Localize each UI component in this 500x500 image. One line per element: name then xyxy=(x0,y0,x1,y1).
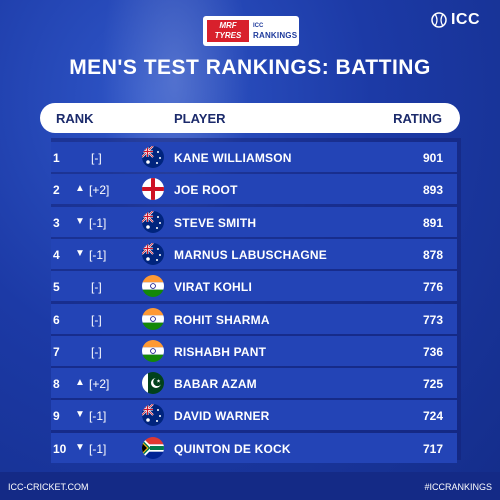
player-rating: 773 xyxy=(422,312,443,327)
player-name: ROHIT SHARMA xyxy=(174,312,270,327)
india-flag-icon xyxy=(142,275,164,298)
rank-change: [-1] xyxy=(89,409,107,424)
player-rating: 901 xyxy=(422,151,443,165)
arrow-down-icon: ▼ xyxy=(75,215,85,227)
player-name: DAVID WARNER xyxy=(174,409,270,424)
rank-number: 5 xyxy=(53,280,60,295)
table-row: 3 ▼ [-1] STEVE SMITH 891 xyxy=(51,206,457,237)
india-flag-icon xyxy=(142,307,164,330)
player-name: JOE ROOT xyxy=(174,183,238,198)
rank-change: [-] xyxy=(91,280,102,295)
rank-change: [-1] xyxy=(89,441,107,456)
footer-hashtag: #ICCRANKINGS xyxy=(424,482,492,492)
australia-flag-icon xyxy=(142,210,164,233)
rank-number: 10 xyxy=(53,441,67,456)
page-title: MEN'S TEST RANKINGS: BATTING xyxy=(69,56,431,79)
mrf-brand-text: MRF TYRES xyxy=(214,21,242,40)
rank-change: [+2] xyxy=(89,377,110,392)
table-row: 4 ▼ [-1] MARNUS LABUSCHAGNE 878 xyxy=(51,238,457,269)
rankings-logo-line2: RANKINGS xyxy=(253,31,298,40)
rank-change: [-1] xyxy=(89,215,107,230)
rank-number: 4 xyxy=(53,247,60,262)
rankings-table: 1 [-] KANE WILLIAMSON 901 2 ▲ [+2] JOE ROOT 893 3… xyxy=(51,138,461,463)
rank-number: 8 xyxy=(53,377,60,392)
player-name: VIRAT KOHLI xyxy=(174,280,252,295)
cricket-ball-icon xyxy=(431,12,447,28)
rank-number: 7 xyxy=(53,344,60,359)
player-name: MARNUS LABUSCHAGNE xyxy=(174,247,327,262)
icc-rankings-logo: ICC RANKINGS xyxy=(253,22,297,40)
rank-number: 1 xyxy=(53,151,60,165)
australia-flag-icon xyxy=(142,146,164,168)
mrf-tyres-logo: MRF TYRES xyxy=(207,20,249,42)
arrow-down-icon: ▼ xyxy=(75,409,85,421)
player-rating: 891 xyxy=(422,215,443,230)
player-rating: 776 xyxy=(422,280,443,295)
india-flag-icon xyxy=(142,339,164,362)
pakistan-flag-icon xyxy=(142,372,164,395)
icc-logo: ICC xyxy=(431,11,480,29)
footer-website: ICC-CRICKET.COM xyxy=(8,482,89,492)
rank-change: [-] xyxy=(91,312,102,327)
player-rating: 724 xyxy=(422,409,443,424)
rank-number: 6 xyxy=(53,312,60,327)
table-row: 6 [-] ROHIT SHARMA 773 xyxy=(51,303,457,334)
rank-change: [-] xyxy=(91,151,102,165)
australia-flag-icon xyxy=(142,404,164,427)
column-header-rating: RATING xyxy=(393,111,442,126)
table-row: 2 ▲ [+2] JOE ROOT 893 xyxy=(51,174,457,205)
south-africa-flag-icon xyxy=(142,436,164,459)
column-header-player: PLAYER xyxy=(174,111,226,126)
table-header: RANK PLAYER RATING xyxy=(40,103,460,133)
column-header-rank: RANK xyxy=(56,111,94,126)
arrow-up-icon: ▲ xyxy=(75,377,85,389)
player-name: QUINTON DE KOCK xyxy=(174,441,291,456)
rank-change: [-] xyxy=(91,344,102,359)
table-row: 9 ▼ [-1] DAVID WARNER 724 xyxy=(51,400,457,431)
player-rating: 878 xyxy=(422,247,443,262)
arrow-down-icon: ▼ xyxy=(75,441,85,453)
rank-number: 9 xyxy=(53,409,60,424)
player-name: RISHABH PANT xyxy=(174,344,267,359)
player-rating: 725 xyxy=(422,377,443,392)
player-rating: 893 xyxy=(422,183,443,198)
sponsor-logo: MRF TYRES ICC RANKINGS xyxy=(203,16,299,46)
table-row: 8 ▲ [+2] BABAR AZAM 725 xyxy=(51,368,457,399)
arrow-down-icon: ▼ xyxy=(75,247,85,259)
footer: ICC-CRICKET.COM #ICCRANKINGS xyxy=(0,472,500,500)
rank-change: [-1] xyxy=(89,247,107,262)
rankings-logo-line1: ICC xyxy=(253,23,264,29)
rank-number: 3 xyxy=(53,215,60,230)
player-name: BABAR AZAM xyxy=(174,377,257,392)
player-rating: 736 xyxy=(422,344,443,359)
rank-number: 2 xyxy=(53,183,60,198)
table-row: 7 [-] RISHABH PANT 736 xyxy=(51,335,457,366)
player-name: KANE WILLIAMSON xyxy=(174,151,292,165)
player-name: STEVE SMITH xyxy=(174,215,257,230)
icc-logo-text: ICC xyxy=(450,11,480,28)
table-row: 10 ▼ [-1] QUINTON DE KOCK 717 xyxy=(51,432,457,463)
australia-flag-icon xyxy=(142,242,164,265)
player-rating: 717 xyxy=(422,441,443,456)
rank-change: [+2] xyxy=(89,183,110,198)
table-row: 5 [-] VIRAT KOHLI 776 xyxy=(51,271,457,302)
england-flag-icon xyxy=(142,178,164,201)
table-row: 1 [-] KANE WILLIAMSON 901 xyxy=(51,142,457,172)
arrow-up-icon: ▲ xyxy=(75,183,85,195)
